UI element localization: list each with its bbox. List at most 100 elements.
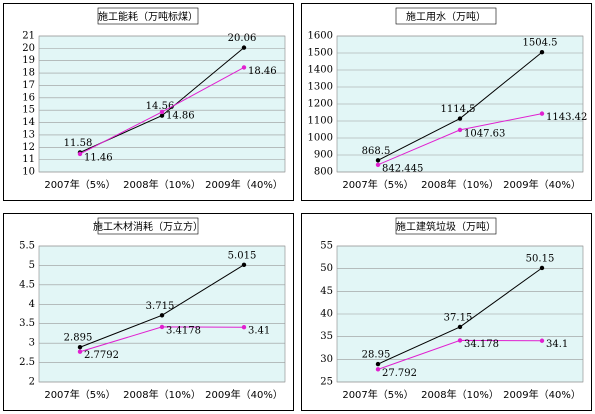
chart-title: 施工能耗（万吨标煤）: [98, 10, 198, 23]
x-tick-label: 2009年（40%）: [205, 178, 283, 191]
x-tick-label: 2008年（10%）: [123, 388, 201, 401]
point: [241, 262, 247, 268]
data-label: 11.46: [84, 152, 113, 163]
point: [375, 162, 381, 167]
x-tick-label: 2008年（10%）: [421, 178, 499, 191]
data-label: 1504.5: [523, 38, 558, 49]
title-box: [395, 7, 497, 25]
point: [539, 338, 545, 343]
data-label: 3.715: [146, 301, 175, 312]
y-tick-label: 20: [22, 43, 35, 54]
y-tick-label: 19: [22, 55, 35, 66]
data-label: 27.792: [382, 368, 417, 379]
point: [77, 349, 83, 354]
point: [375, 367, 381, 372]
y-tick-label: 3.5: [19, 318, 35, 329]
y-tick-label: 45: [320, 286, 333, 297]
y-tick-label: 1600: [308, 31, 333, 42]
point: [159, 113, 165, 118]
y-tick-label: 1500: [308, 48, 333, 59]
y-tick-label: 1100: [308, 116, 333, 127]
x-tick-label: 2007年（5%）: [44, 388, 115, 401]
data-label: 14.86: [166, 110, 195, 121]
y-tick-label: 900: [314, 150, 333, 161]
data-label: 2.895: [64, 333, 93, 344]
y-tick-label: 16: [22, 92, 35, 103]
y-tick-label: 18: [22, 68, 35, 79]
point: [457, 127, 463, 133]
y-tick-label: 25: [320, 377, 333, 388]
point: [159, 313, 165, 318]
y-tick-label: 1000: [308, 133, 333, 144]
chart-panel: 施工木材消耗（万立方） 2 2.5 3 3.5 4 4.5 5 5.5 2007年（5%） 2008…: [3, 213, 294, 411]
title-box: [395, 217, 497, 235]
title-box: [97, 217, 199, 235]
point: [539, 50, 545, 55]
y-tick-label: 1400: [308, 65, 333, 76]
data-label: 34.1: [546, 339, 568, 350]
y-tick-label: 13: [22, 129, 35, 140]
data-label: 34.178: [464, 339, 499, 350]
x-tick-label: 2008年（10%）: [123, 178, 201, 191]
data-label: 868.5: [362, 146, 391, 157]
point: [457, 116, 463, 121]
y-tick-label: 40: [320, 309, 333, 320]
y-tick-label: 10: [22, 167, 35, 178]
data-label: 2.7792: [84, 350, 119, 361]
chart-panel: 施工能耗（万吨标煤）1011121314151617181920212007年（…: [3, 3, 294, 201]
point: [457, 338, 463, 343]
data-label: 3.4178: [166, 325, 201, 336]
y-tick-label: 30: [320, 354, 333, 365]
y-tick-label: 17: [22, 80, 35, 91]
data-label: 1143.42: [546, 112, 587, 123]
y-tick-label: 2.5: [19, 357, 35, 368]
data-label: 37.15: [444, 312, 473, 323]
y-tick-label: 2: [29, 377, 35, 388]
data-label: 18.46: [248, 66, 277, 77]
y-tick-label: 21: [22, 31, 35, 42]
data-label: 28.95: [362, 350, 391, 361]
y-tick-label: 15: [22, 105, 35, 116]
x-tick-label: 2009年（40%）: [503, 388, 581, 401]
title-box: [97, 7, 199, 25]
chart-panel: 施工用水（万吨） 800 900 1000 1100 1200 1300 1400 1500 16…: [301, 3, 592, 201]
point: [375, 158, 381, 163]
point: [159, 109, 165, 115]
y-tick-label: 11: [22, 154, 35, 165]
x-tick-label: 2007年（5%）: [342, 178, 413, 191]
x-tick-label: 2009年（40%）: [503, 178, 581, 191]
chart-title: 施工建筑垃圾（万吨）: [396, 220, 496, 233]
y-tick-label: 14: [22, 117, 35, 128]
chart-title: 施工木材消耗（万立方）: [93, 220, 203, 233]
y-tick-label: 5.5: [19, 241, 35, 252]
x-tick-label: 2008年（10%）: [421, 388, 499, 401]
point: [241, 325, 247, 330]
point: [375, 361, 381, 367]
data-label: 5.015: [228, 250, 257, 261]
x-tick-label: 2007年（5%）: [342, 388, 413, 401]
point: [159, 324, 165, 330]
y-tick-label: 55: [320, 241, 333, 252]
y-tick-label: 3: [29, 338, 35, 349]
y-tick-label: 4.5: [19, 279, 35, 290]
y-tick-label: 12: [22, 142, 35, 153]
point: [77, 151, 83, 157]
data-label: 1114.5: [441, 104, 476, 115]
data-label: 20.06: [228, 33, 257, 44]
point: [457, 324, 463, 330]
data-label: 50.15: [526, 253, 555, 264]
point: [539, 111, 545, 116]
point: [241, 45, 247, 50]
data-label: 14.56: [146, 101, 175, 112]
y-tick-label: 1200: [308, 99, 333, 110]
x-tick-label: 2009年（40%）: [205, 388, 283, 401]
x-tick-label: 2007年（5%）: [44, 178, 115, 191]
y-tick-label: 50: [320, 263, 333, 274]
y-tick-label: 800: [314, 167, 333, 178]
data-label: 3.41: [248, 326, 270, 337]
y-tick-label: 35: [320, 331, 333, 342]
y-tick-label: 1300: [308, 82, 333, 93]
point: [77, 345, 83, 350]
y-tick-label: 4: [29, 299, 35, 310]
